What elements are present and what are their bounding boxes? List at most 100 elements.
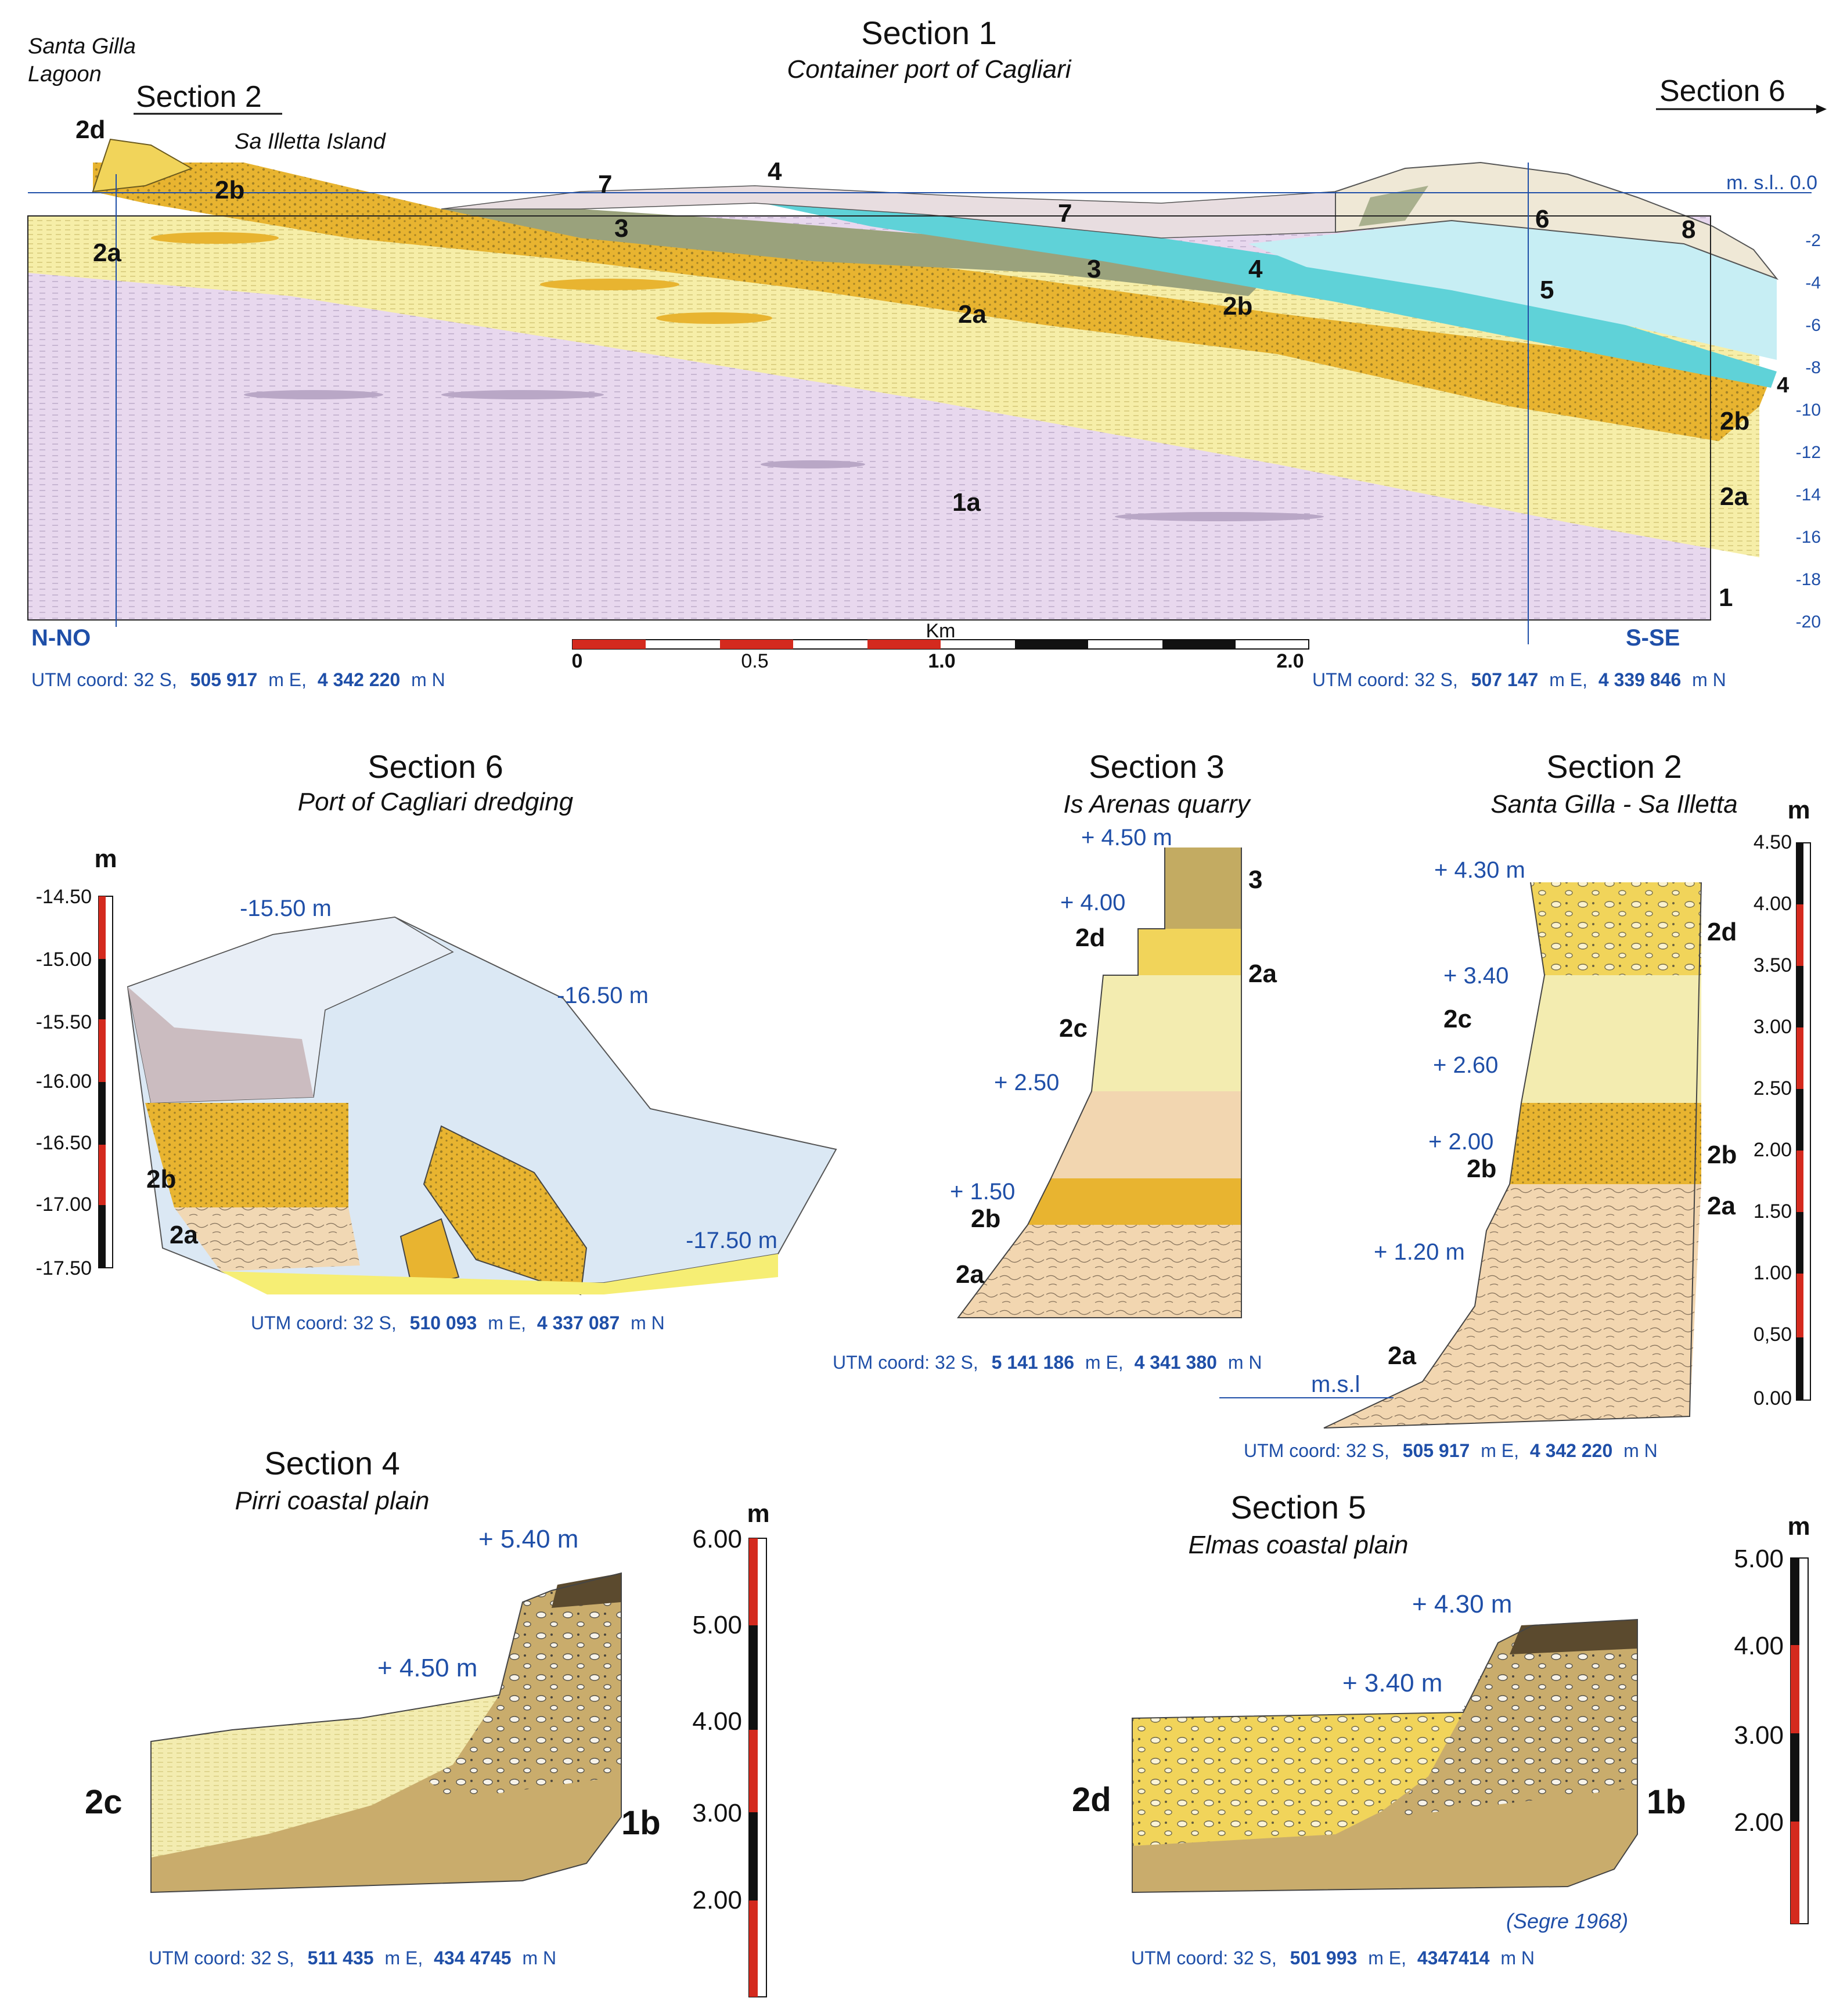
depth-axis: -2 -4 -6 -8 -10 -12 -14 -16 -18 -20 — [1796, 231, 1821, 632]
section4-tick: 2.00 — [692, 1886, 742, 1914]
section4-subtitle: Pirri coastal plain — [235, 1487, 429, 1515]
section4-title: Section 4 — [264, 1445, 400, 1481]
section6-tick: -15.00 — [36, 949, 92, 971]
depth-tick: -18 — [1796, 570, 1821, 589]
section6-unit-2a: 2a — [170, 1221, 198, 1249]
section4-tick: 6.00 — [692, 1525, 742, 1553]
depth-tick: -6 — [1805, 316, 1821, 335]
depth-tick: -8 — [1805, 358, 1821, 377]
section2-unit-2d-texture — [1531, 882, 1701, 975]
section4-group: Section 4 Pirri coastal plain + 5.40 m +… — [85, 1445, 770, 1997]
section2-tick: 1.00 — [1754, 1262, 1792, 1284]
section5-unit-1b-texture — [1394, 1620, 1637, 1817]
section3-height: + 4.50 m — [1081, 825, 1172, 850]
link-section2-label[interactable]: Section 2 — [136, 80, 262, 114]
coord-east: 507 147 — [1471, 669, 1539, 690]
coord-east-unit: m E, — [1549, 669, 1587, 690]
unit-label-3: 3 — [614, 214, 628, 243]
section3-height: + 1.50 — [950, 1179, 1015, 1204]
scale-label: 2.0 — [1276, 650, 1304, 672]
section6-unit-2b-texture — [145, 1103, 348, 1207]
lens-2b-3 — [656, 312, 772, 324]
unit-label-8: 8 — [1682, 215, 1695, 244]
coord-prefix: UTM coord: 32 S, — [251, 1312, 397, 1333]
depth-tick: -2 — [1805, 231, 1821, 250]
coord-east-unit: m E, — [488, 1312, 526, 1333]
unit-label-2d: 2d — [75, 116, 105, 144]
direction-left: N-NO — [31, 625, 91, 651]
section6-group: Section 6 Port of Cagliari dredging m -1… — [36, 748, 837, 1333]
lens-1a-2 — [441, 390, 604, 399]
coord-east: 5 141 186 — [992, 1352, 1074, 1373]
coord-north-unit: m N — [1228, 1352, 1262, 1373]
section6-base-strip — [221, 1254, 778, 1294]
section2-scale-column — [1796, 842, 1811, 1401]
section2-axis-unit: m — [1787, 796, 1810, 824]
section5-scale-column — [1790, 1557, 1809, 1924]
unit-label-2b: 2b — [1223, 292, 1252, 320]
direction-right: S-SE — [1626, 625, 1680, 651]
section3-unit-label-3: 3 — [1248, 865, 1262, 894]
unit-2b-texture — [93, 163, 1771, 441]
section2-tick: 0.00 — [1754, 1387, 1792, 1409]
utm-coord-left: UTM coord: 32 S, 505 917 m E, 4 342 220 … — [31, 669, 445, 690]
section6-depth-label: -15.50 m — [240, 896, 332, 921]
unit-label-6: 6 — [1535, 205, 1549, 233]
coord-east-unit: m E, — [1085, 1352, 1124, 1373]
depth-tick: -4 — [1805, 273, 1821, 293]
section5-title: Section 5 — [1230, 1489, 1366, 1525]
unit-label-2a: 2a — [1720, 482, 1748, 511]
section2-utm-coord: UTM coord: 32 S, 505 917 m E, 4 342 220 … — [1244, 1440, 1658, 1461]
unit-5-layer — [1248, 221, 1777, 360]
coord-prefix: UTM coord: 32 S, — [1244, 1440, 1389, 1461]
section5-tick: 5.00 — [1734, 1545, 1784, 1573]
depth-tick: -12 — [1796, 443, 1821, 462]
section3-unit-2b — [1028, 1178, 1241, 1225]
section6-tick: -15.50 — [36, 1011, 92, 1033]
coord-east: 511 435 — [308, 1948, 374, 1968]
section6-tick: -17.50 — [36, 1257, 92, 1279]
section3-unit-label-2a: 2a — [1248, 960, 1277, 988]
place-lagoon-line2: Lagoon — [28, 62, 102, 86]
section3-unit-label-2a: 2a — [956, 1260, 984, 1289]
section2-unit-2a-texture — [1324, 1184, 1701, 1428]
unit-label-2a: 2a — [93, 239, 121, 267]
section4-tick: 3.00 — [692, 1799, 742, 1827]
section5-subtitle: Elmas coastal plain — [1188, 1531, 1408, 1559]
section6-grey-block — [128, 987, 314, 1103]
section2-unit-label-2c: 2c — [1443, 1005, 1472, 1033]
section2-height: + 1.20 m — [1374, 1239, 1465, 1265]
scale-label: 1.0 — [928, 650, 955, 672]
unit-label-2b: 2b — [215, 176, 244, 204]
unit-label-1a: 1a — [952, 488, 981, 517]
depth-tick: -16 — [1796, 528, 1821, 547]
scale-segment — [720, 640, 793, 649]
coord-east: 510 093 — [410, 1312, 477, 1333]
unit-6-8-layer — [1335, 161, 1779, 280]
coord-prefix: UTM coord: 32 S, — [833, 1352, 978, 1373]
coord-east-unit: m E, — [384, 1948, 423, 1968]
coord-north: 434 4745 — [434, 1948, 511, 1968]
section3-group: Section 3 Is Arenas quarry + 4.50 m + 4.… — [833, 748, 1277, 1373]
coord-north-unit: m N — [631, 1312, 665, 1333]
coord-north: 4347414 — [1417, 1948, 1490, 1968]
utm-coord-right: UTM coord: 32 S, 507 147 m E, 4 339 846 … — [1312, 669, 1726, 690]
unit-label-3: 3 — [1087, 255, 1101, 283]
section3-outline — [957, 847, 1242, 1318]
section3-unit-2c-lower — [1051, 1091, 1241, 1178]
coord-east-unit: m E, — [268, 669, 307, 690]
depth-tick: -10 — [1796, 401, 1821, 420]
section6-title: Section 6 — [368, 748, 503, 785]
section6-tick: -16.00 — [36, 1070, 92, 1092]
link-section6-label[interactable]: Section 6 — [1659, 74, 1785, 108]
section2-tick: 3.00 — [1754, 1016, 1792, 1038]
km-scale-bar: Km 0 0.5 1.0 2.0 — [572, 620, 1309, 672]
coord-east: 501 993 — [1290, 1948, 1358, 1968]
section2-height: + 4.30 m — [1434, 857, 1525, 883]
section3-unit-label-2d: 2d — [1075, 924, 1105, 952]
section3-unit-2c — [1092, 975, 1241, 1091]
section5-utm-coord: UTM coord: 32 S, 501 993 m E, 4347414 m … — [1131, 1948, 1535, 1968]
scale-segment — [573, 640, 646, 649]
coord-north-unit: m N — [1500, 1948, 1535, 1968]
coord-prefix: UTM coord: 32 S, — [1131, 1948, 1277, 1968]
